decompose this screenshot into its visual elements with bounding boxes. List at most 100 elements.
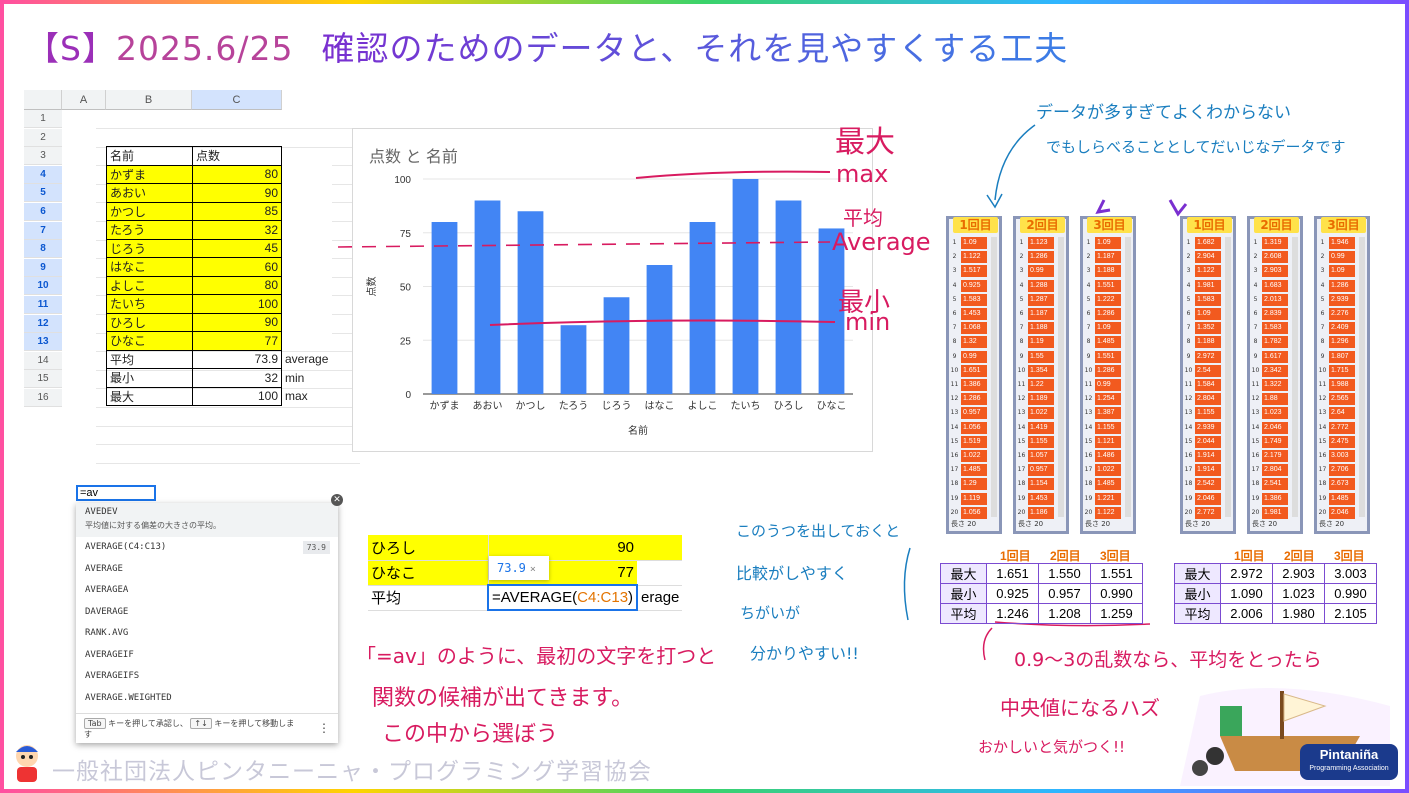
column-header: 1回目 <box>953 217 998 233</box>
autocomplete-item[interactable]: AVERAGEIF <box>76 645 338 667</box>
bar-chart[interactable]: 点数 と 名前 0 25 50 75 100 かずま あおい かつし たろう じろう はなこ よしこ た… <box>352 128 873 452</box>
value-cell: 1.121 <box>1095 435 1121 448</box>
cell-name[interactable]: ひろし <box>368 535 489 561</box>
scrollbar[interactable] <box>1125 237 1131 517</box>
cell-stat-value[interactable]: 32 <box>192 368 282 388</box>
row-header[interactable]: 9 <box>24 258 62 277</box>
index-label: 11 <box>950 381 959 388</box>
index-label: 8 <box>1019 338 1024 346</box>
value-cell: 2.939 <box>1329 293 1355 306</box>
index-label: 20 <box>1084 508 1093 516</box>
row-header[interactable]: 13 <box>24 333 62 352</box>
cell-score[interactable]: 100 <box>192 294 282 314</box>
cell-avg-label[interactable]: 平均 <box>368 585 489 611</box>
column-header: 2回目 <box>1254 217 1299 233</box>
cell-stat-value[interactable]: 73.9 <box>192 349 282 369</box>
cell-stat-label[interactable]: 平均 <box>106 349 193 369</box>
autocomplete-item[interactable]: AVERAGEIFS <box>76 666 338 688</box>
row-header[interactable]: 4 <box>24 165 62 184</box>
cell-stat-note[interactable]: min <box>285 370 305 385</box>
scrollbar[interactable] <box>1359 237 1365 517</box>
cell-name[interactable]: ひなこ <box>106 331 193 351</box>
cell-score[interactable]: 85 <box>192 201 282 221</box>
scrollbar[interactable] <box>1292 237 1298 517</box>
cell-stat-value[interactable]: 100 <box>192 386 282 406</box>
index-label: 3 <box>1019 267 1024 275</box>
row-header[interactable]: 16 <box>24 389 62 407</box>
cell-name[interactable]: ひなこ <box>368 560 489 586</box>
scrollbar[interactable] <box>1058 237 1064 517</box>
row-header[interactable]: 12 <box>24 314 62 333</box>
row-header[interactable]: 10 <box>24 277 62 296</box>
row-header[interactable]: 1 <box>24 110 62 128</box>
formula-sheet[interactable]: ひろし 90 ひなこ 77 平均 =AVERAGE(C4:C13) erage <box>368 535 683 611</box>
autocomplete-dropdown[interactable]: AVEDEV 平均値に対する偏差の大きさの平均。 AVERAGE(C4:C13)… <box>76 503 338 743</box>
autocomplete-item-label: AVERAGEA <box>85 585 129 595</box>
spreadsheet[interactable]: A B C 1 2 3 4 5 6 7 8 9 10 11 12 13 14 15 16 名前 点数 かずま 80 あ… <box>24 90 360 464</box>
scrollbar[interactable] <box>1225 237 1231 517</box>
header-name[interactable]: 名前 <box>106 146 193 166</box>
cell-score[interactable]: 32 <box>192 220 282 240</box>
note-compare-1: このうつを出しておくと <box>736 522 901 540</box>
cell-score[interactable]: 45 <box>192 238 282 258</box>
cell-name[interactable]: ひろし <box>106 312 193 332</box>
row-header[interactable]: 14 <box>24 351 62 370</box>
cell-stat-label[interactable]: 最大 <box>106 386 193 406</box>
cell-score[interactable]: 90 <box>488 535 638 561</box>
cell-score[interactable]: 80 <box>192 275 282 295</box>
column-header-c[interactable]: C <box>192 90 282 110</box>
formula-cell-editor[interactable]: =AVERAGE(C4:C13) <box>486 584 639 611</box>
cell-name[interactable]: あおい <box>106 183 193 203</box>
row-header[interactable]: 6 <box>24 203 62 221</box>
y-tick-label: 75 <box>400 229 412 240</box>
close-icon[interactable]: ✕ <box>331 494 343 506</box>
autocomplete-item[interactable]: AVERAGE <box>76 559 338 581</box>
row-header[interactable]: 5 <box>24 184 62 203</box>
cell-score[interactable]: 90 <box>192 312 282 332</box>
cell-stat-label[interactable]: 最小 <box>106 368 193 388</box>
cell-name[interactable]: かずま <box>106 164 193 184</box>
cell-stat-note[interactable]: average <box>285 352 329 367</box>
score-table[interactable]: 名前 点数 かずま 80 あおい 90 かつし 85 たろう 32 じろう 45 はなこ 60 よしこ 80 た… <box>106 146 332 406</box>
autocomplete-item[interactable]: AVERAGE.WEIGHTED <box>76 688 338 710</box>
cell-score[interactable]: 80 <box>192 164 282 184</box>
row-header[interactable]: 15 <box>24 370 62 389</box>
autocomplete-item[interactable]: DAVERAGE <box>76 602 338 624</box>
more-options-icon[interactable]: ⋮ <box>318 721 330 735</box>
header-score[interactable]: 点数 <box>192 146 282 166</box>
cell-score[interactable]: 77 <box>192 331 282 351</box>
formula-input[interactable]: =av <box>76 485 156 501</box>
value-cell: 1.419 <box>1028 421 1054 434</box>
autocomplete-item[interactable]: RANK.AVG <box>76 623 338 645</box>
tooltip-close-icon[interactable]: × <box>529 564 536 575</box>
autocomplete-item[interactable]: AVERAGEA <box>76 580 338 602</box>
cell-stat-note[interactable]: max <box>285 389 308 404</box>
cell-name[interactable]: はなこ <box>106 257 193 277</box>
cell-name[interactable]: じろう <box>106 238 193 258</box>
column-header-b[interactable]: B <box>106 90 192 110</box>
index-label: 13 <box>1318 409 1327 417</box>
row-header[interactable]: 3 <box>24 147 62 166</box>
x-tick-label: よしこ <box>688 400 718 412</box>
row-header[interactable]: 11 <box>24 296 62 314</box>
column-header-a[interactable]: A <box>62 90 106 110</box>
row-header[interactable]: 2 <box>24 128 62 147</box>
value-cell: 2.839 <box>1262 308 1288 320</box>
row-header[interactable]: 8 <box>24 240 62 259</box>
index-label: 9 <box>1320 352 1325 360</box>
autocomplete-item-avedev[interactable]: AVEDEV 平均値に対する偏差の大きさの平均。 <box>76 503 338 537</box>
cell-name[interactable]: かつし <box>106 201 193 221</box>
cell-score[interactable]: 90 <box>192 183 282 203</box>
result-tooltip[interactable]: 73.9 × <box>489 556 549 580</box>
value-cell: 1.19 <box>1028 336 1054 349</box>
autocomplete-hint: Tab キーを押して承認し、 ↑↓ キーを押して移動しま す ⋮ <box>76 713 338 743</box>
row-header[interactable]: 7 <box>24 221 62 240</box>
cell-score[interactable]: 60 <box>192 257 282 277</box>
index-label: 14 <box>1017 423 1026 431</box>
scrollbar[interactable] <box>991 237 997 517</box>
autocomplete-item[interactable]: AVERAGE(C4:C13) 73.9 <box>76 537 338 559</box>
cell-name[interactable]: たろう <box>106 220 193 240</box>
cell-name[interactable]: よしこ <box>106 275 193 295</box>
corner-cell[interactable] <box>24 90 62 110</box>
cell-name[interactable]: たいち <box>106 294 193 314</box>
